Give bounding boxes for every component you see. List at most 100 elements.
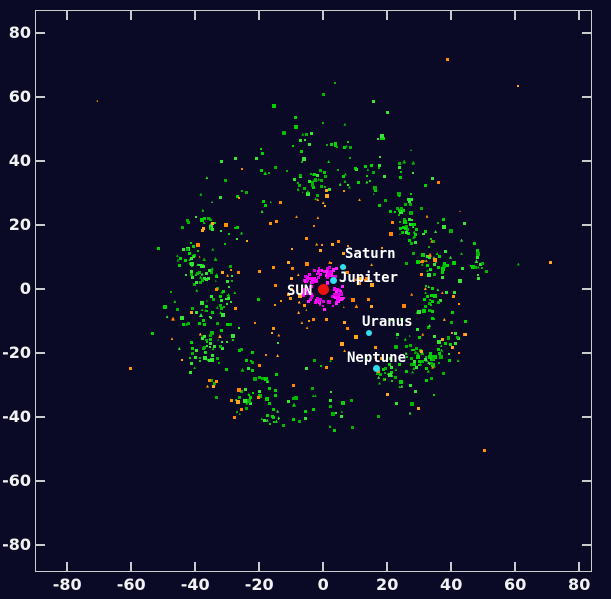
data-point-kuiper-belt-objects bbox=[447, 335, 451, 339]
data-point-centaurs-scattered-disk bbox=[321, 243, 324, 246]
data-point-kuiper-belt-objects bbox=[251, 361, 255, 364]
data-point-kuiper-belt-objects bbox=[236, 410, 239, 413]
data-point-jupiter-trojans bbox=[310, 294, 312, 296]
data-point-kuiper-belt-objects bbox=[427, 361, 430, 365]
data-point-centaurs-scattered-disk bbox=[421, 332, 425, 336]
data-point-kuiper-belt-objects bbox=[409, 222, 413, 226]
data-point-kuiper-belt-objects bbox=[216, 357, 220, 361]
data-point-centaurs-scattered-disk bbox=[384, 378, 387, 381]
data-point-kuiper-belt-objects bbox=[425, 358, 429, 362]
data-point-kuiper-belt-objects bbox=[430, 304, 433, 307]
data-point-kuiper-belt-objects bbox=[298, 139, 302, 143]
data-point-centaurs-scattered-disk bbox=[432, 257, 437, 262]
data-point-kuiper-belt-objects bbox=[199, 275, 203, 279]
data-point-kuiper-belt-objects bbox=[207, 358, 211, 362]
data-point-kuiper-belt-objects bbox=[192, 256, 195, 259]
data-point-centaurs-scattered-disk bbox=[237, 271, 241, 275]
data-point-kuiper-belt-objects bbox=[231, 339, 234, 342]
data-point-kuiper-belt-objects bbox=[473, 242, 477, 246]
data-point-centaurs-scattered-disk bbox=[304, 237, 308, 241]
data-point-kuiper-belt-objects bbox=[340, 410, 343, 413]
data-point-kuiper-belt-objects bbox=[322, 92, 326, 96]
y-tick-right bbox=[582, 416, 591, 418]
data-point-kuiper-belt-objects bbox=[252, 377, 257, 381]
data-point-kuiper-belt-objects bbox=[328, 188, 332, 192]
data-point-kuiper-belt-objects bbox=[429, 298, 432, 301]
data-point-kuiper-belt-objects bbox=[432, 239, 435, 243]
data-point-kuiper-belt-objects bbox=[312, 178, 315, 181]
data-point-kuiper-belt-objects bbox=[376, 372, 380, 376]
data-point-kuiper-belt-objects bbox=[301, 132, 305, 136]
data-point-jupiter-trojans bbox=[320, 269, 323, 271]
data-point-jupiter-trojans bbox=[333, 287, 337, 291]
data-point-kuiper-belt-objects bbox=[384, 367, 387, 371]
data-point-kuiper-belt-objects bbox=[191, 351, 195, 355]
data-point-kuiper-belt-objects bbox=[330, 143, 333, 146]
data-point-centaurs-scattered-disk bbox=[206, 384, 209, 388]
data-point-kuiper-belt-objects bbox=[304, 366, 308, 370]
data-point-kuiper-belt-objects bbox=[237, 326, 240, 329]
data-point-kuiper-belt-objects bbox=[274, 373, 278, 377]
data-point-kuiper-belt-objects bbox=[156, 246, 160, 250]
data-point-kuiper-belt-objects bbox=[343, 179, 347, 183]
data-point-kuiper-belt-objects bbox=[378, 204, 381, 207]
data-point-kuiper-belt-objects bbox=[262, 419, 266, 423]
data-point-kuiper-belt-objects bbox=[415, 346, 419, 350]
data-point-centaurs-scattered-disk bbox=[366, 298, 370, 302]
data-point-kuiper-belt-objects bbox=[285, 170, 288, 173]
data-point-kuiper-belt-objects bbox=[474, 266, 478, 270]
data-point-centaurs-scattered-disk bbox=[430, 239, 434, 243]
data-point-kuiper-belt-objects bbox=[433, 393, 436, 396]
data-point-kuiper-belt-objects bbox=[180, 225, 184, 229]
y-tick-right bbox=[582, 480, 591, 482]
data-point-kuiper-belt-objects bbox=[436, 221, 439, 224]
data-point-kuiper-belt-objects bbox=[394, 368, 398, 371]
data-point-kuiper-belt-objects bbox=[200, 300, 204, 305]
data-point-centaurs-scattered-disk bbox=[341, 252, 345, 256]
data-point-kuiper-belt-objects bbox=[265, 380, 269, 384]
data-point-kuiper-belt-objects bbox=[338, 182, 342, 186]
data-point-centaurs-scattered-disk bbox=[370, 283, 374, 287]
data-point-kuiper-belt-objects bbox=[427, 256, 431, 260]
data-point-kuiper-belt-objects bbox=[420, 252, 425, 257]
data-point-kuiper-belt-objects bbox=[201, 337, 204, 340]
data-point-kuiper-belt-objects bbox=[413, 222, 417, 226]
data-point-kuiper-belt-objects bbox=[445, 291, 449, 294]
data-point-kuiper-belt-objects bbox=[233, 291, 237, 295]
data-point-centaurs-scattered-disk bbox=[269, 221, 273, 225]
x-tick-label: -40 bbox=[180, 575, 210, 594]
data-point-kuiper-belt-objects bbox=[226, 303, 229, 306]
data-point-centaurs-scattered-disk bbox=[548, 260, 552, 264]
data-point-kuiper-belt-objects bbox=[381, 367, 385, 371]
data-point-jupiter-trojans bbox=[332, 305, 335, 307]
x-tick-top bbox=[66, 11, 69, 20]
data-point-kuiper-belt-objects bbox=[269, 423, 272, 426]
data-point-kuiper-belt-objects bbox=[462, 222, 466, 226]
data-point-kuiper-belt-objects bbox=[449, 255, 452, 259]
x-tick-label: 80 bbox=[568, 575, 591, 594]
x-tick bbox=[514, 562, 517, 571]
data-point-kuiper-belt-objects bbox=[451, 311, 455, 315]
data-point-centaurs-scattered-disk bbox=[325, 193, 330, 198]
data-point-jupiter-trojans bbox=[332, 268, 335, 272]
data-point-jupiter-trojans bbox=[332, 293, 336, 297]
data-point-kuiper-belt-objects bbox=[404, 351, 408, 355]
data-point-kuiper-belt-objects bbox=[393, 375, 397, 379]
data-point-kuiper-belt-objects bbox=[321, 186, 323, 189]
data-point-kuiper-belt-objects bbox=[190, 272, 194, 276]
data-point-kuiper-belt-objects bbox=[204, 272, 208, 275]
data-point-kuiper-belt-objects bbox=[409, 198, 413, 201]
data-point-kuiper-belt-objects bbox=[463, 320, 467, 324]
data-point-kuiper-belt-objects bbox=[365, 180, 369, 184]
data-point-kuiper-belt-objects bbox=[413, 362, 417, 366]
data-point-centaurs-scattered-disk bbox=[198, 332, 202, 336]
data-point-centaurs-scattered-disk bbox=[276, 354, 280, 357]
data-point-kuiper-belt-objects bbox=[435, 252, 439, 256]
data-point-kuiper-belt-objects bbox=[432, 256, 436, 260]
data-point-kuiper-belt-objects bbox=[228, 265, 232, 268]
data-point-kuiper-belt-objects bbox=[287, 399, 291, 403]
data-point-kuiper-belt-objects bbox=[394, 401, 398, 405]
data-point-kuiper-belt-objects bbox=[398, 385, 402, 389]
data-point-kuiper-belt-objects bbox=[298, 173, 302, 177]
data-point-kuiper-belt-objects bbox=[416, 328, 420, 331]
